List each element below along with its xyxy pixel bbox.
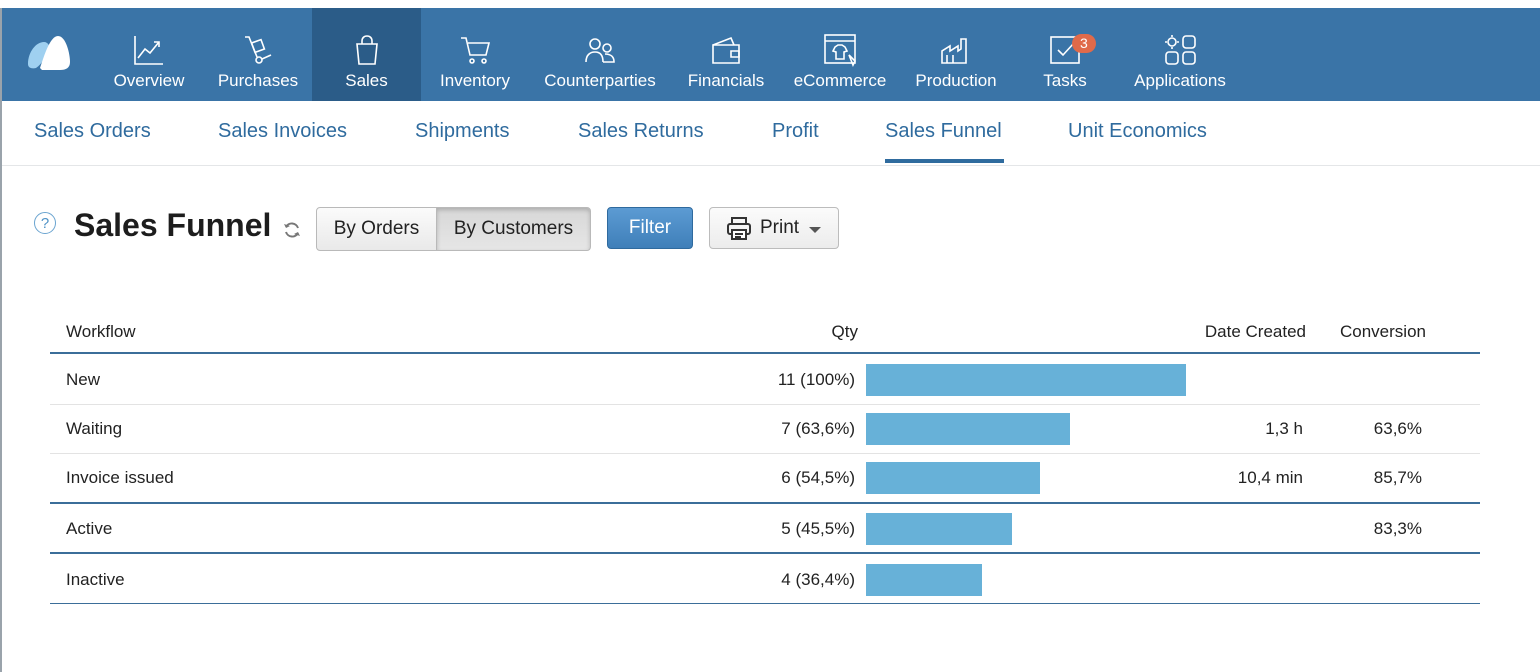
nav-label: Applications [1134, 71, 1226, 90]
nav-label: Financials [687, 71, 765, 90]
nav-ecommerce[interactable]: eCommerce [790, 8, 890, 101]
tab-sales-orders[interactable]: Sales Orders [34, 120, 151, 142]
tab-sales-invoices[interactable]: Sales Invoices [218, 120, 347, 142]
qty-bar [866, 564, 982, 596]
nav-label: Purchases [217, 71, 299, 90]
storefront-icon [824, 34, 856, 67]
refresh-icon[interactable] [282, 220, 302, 240]
col-header-workflow[interactable]: Workflow [66, 322, 136, 341]
hand-truck-icon [245, 36, 272, 64]
nav-label: Overview [113, 71, 185, 90]
apps-grid-icon [1165, 35, 1196, 65]
window-top-strip [0, 0, 1540, 8]
row-qty: 5 (45,5%) [781, 519, 855, 538]
row-qty: 6 (54,5%) [781, 468, 855, 487]
nav-purchases[interactable]: Purchases [214, 8, 302, 101]
row-workflow: Invoice issued [66, 468, 174, 487]
nav-applications[interactable]: Applications [1130, 8, 1230, 101]
tab-sales-funnel[interactable]: Sales Funnel [885, 120, 1002, 142]
qty-bar [866, 364, 1186, 396]
table-bottom-border [50, 603, 1480, 604]
cart-icon [461, 37, 491, 64]
row-qty: 7 (63,6%) [781, 419, 855, 438]
tab-sales-returns[interactable]: Sales Returns [578, 120, 704, 142]
nav-overview[interactable]: Overview [110, 8, 188, 101]
nav-label: Tasks [1043, 71, 1087, 90]
row-workflow: Waiting [66, 419, 123, 438]
nav-production[interactable]: Production [912, 8, 1000, 101]
nav-label: Production [915, 71, 997, 90]
nav-counterparties[interactable]: Counterparties [540, 8, 660, 101]
group-divider [50, 552, 1480, 554]
factory-icon [941, 38, 967, 64]
qty-bar [866, 513, 1012, 545]
by-orders-toggle[interactable]: By Orders [316, 207, 437, 251]
help-icon[interactable]: ? [34, 212, 56, 234]
row-divider [50, 453, 1480, 454]
header-divider [50, 352, 1480, 354]
tab-profit[interactable]: Profit [772, 120, 819, 142]
sub-nav-bar [2, 101, 1540, 166]
tab-shipments[interactable]: Shipments [415, 120, 510, 142]
nav-financials[interactable]: Financials [684, 8, 768, 101]
row-workflow: Inactive [66, 570, 125, 589]
shopping-bag-icon [355, 35, 378, 65]
printer-icon [727, 217, 751, 240]
chart-line-icon [134, 36, 163, 65]
tab-unit-economics[interactable]: Unit Economics [1068, 120, 1207, 142]
app-logo-icon[interactable] [26, 28, 72, 74]
print-button[interactable]: Print [709, 207, 839, 249]
by-customers-toggle[interactable]: By Customers [436, 207, 591, 251]
wallet-icon [712, 36, 740, 64]
row-date-created: 1,3 h [1265, 419, 1303, 438]
row-divider [50, 404, 1480, 405]
col-header-conversion[interactable]: Conversion [1340, 322, 1426, 341]
row-conversion: 85,7% [1373, 468, 1422, 487]
chevron-down-icon [809, 227, 821, 233]
filter-button[interactable]: Filter [607, 207, 693, 249]
row-qty: 4 (36,4%) [781, 570, 855, 589]
nav-label: Counterparties [544, 71, 656, 90]
nav-label: eCommerce [793, 71, 887, 90]
nav-label: Sales [345, 71, 388, 90]
row-date-created: 10,4 min [1237, 468, 1303, 487]
print-label: Print [760, 217, 800, 238]
window-left-edge [0, 8, 2, 672]
col-header-qty[interactable]: Qty [831, 322, 858, 341]
nav-sales[interactable]: Sales [312, 8, 421, 101]
qty-bar [866, 413, 1070, 445]
nav-label: Inventory [440, 71, 510, 90]
row-workflow: New [66, 370, 101, 389]
row-workflow: Active [66, 519, 113, 538]
tasks-count-badge: 3 [1072, 34, 1096, 53]
row-qty: 11 (100%) [777, 370, 855, 389]
active-tab-indicator [885, 159, 1004, 163]
page-title: Sales Funnel [74, 207, 272, 243]
row-conversion: 63,6% [1373, 419, 1422, 438]
row-conversion: 83,3% [1373, 519, 1422, 538]
nav-tasks[interactable]: 3 Tasks [1030, 8, 1100, 101]
qty-bar [866, 462, 1040, 494]
group-divider [50, 502, 1480, 504]
top-nav-bar [2, 8, 1540, 101]
people-icon [585, 38, 615, 63]
col-header-date-created[interactable]: Date Created [1204, 322, 1306, 341]
nav-inventory[interactable]: Inventory [436, 8, 514, 101]
